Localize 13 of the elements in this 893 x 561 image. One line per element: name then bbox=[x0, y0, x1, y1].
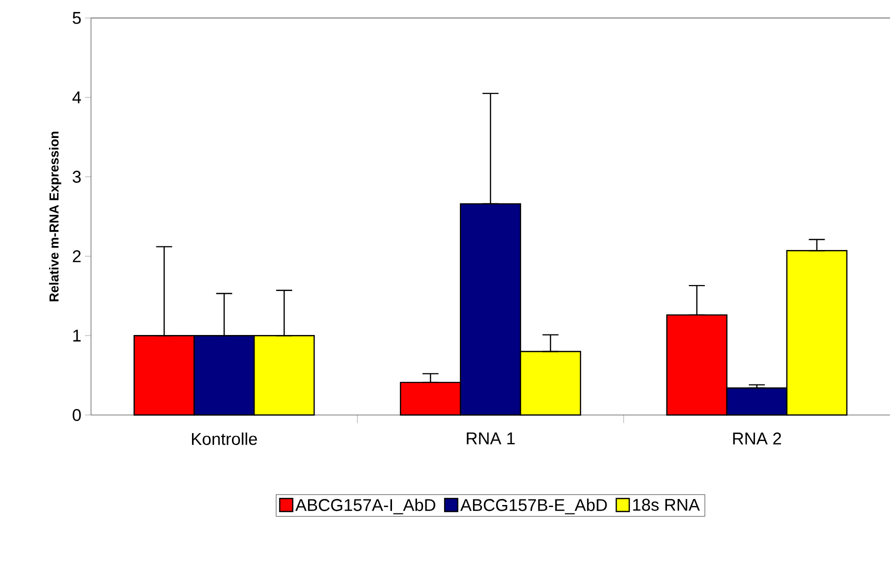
x-tick-label: Kontrolle bbox=[192, 432, 257, 446]
x-tick-label: RNA 2 bbox=[733, 432, 781, 444]
legend-label: 18s RNA bbox=[633, 498, 700, 511]
x-tick-label: RNA 1 bbox=[466, 432, 515, 444]
y-tick-label: 4 bbox=[72, 92, 81, 104]
y-tick-label: 1 bbox=[73, 330, 81, 342]
y-tick-label: 0 bbox=[72, 408, 81, 422]
legend-label: ABCG157A-I_AbD bbox=[295, 498, 436, 514]
y-tick-label: 2 bbox=[72, 250, 81, 262]
y-tick-label: 5 bbox=[72, 12, 81, 24]
legend-label: ABCG157B-E_AbD bbox=[460, 498, 607, 514]
y-axis-title: Relative m-RNA Expression bbox=[49, 132, 62, 302]
y-tick-label: 3 bbox=[72, 170, 81, 183]
